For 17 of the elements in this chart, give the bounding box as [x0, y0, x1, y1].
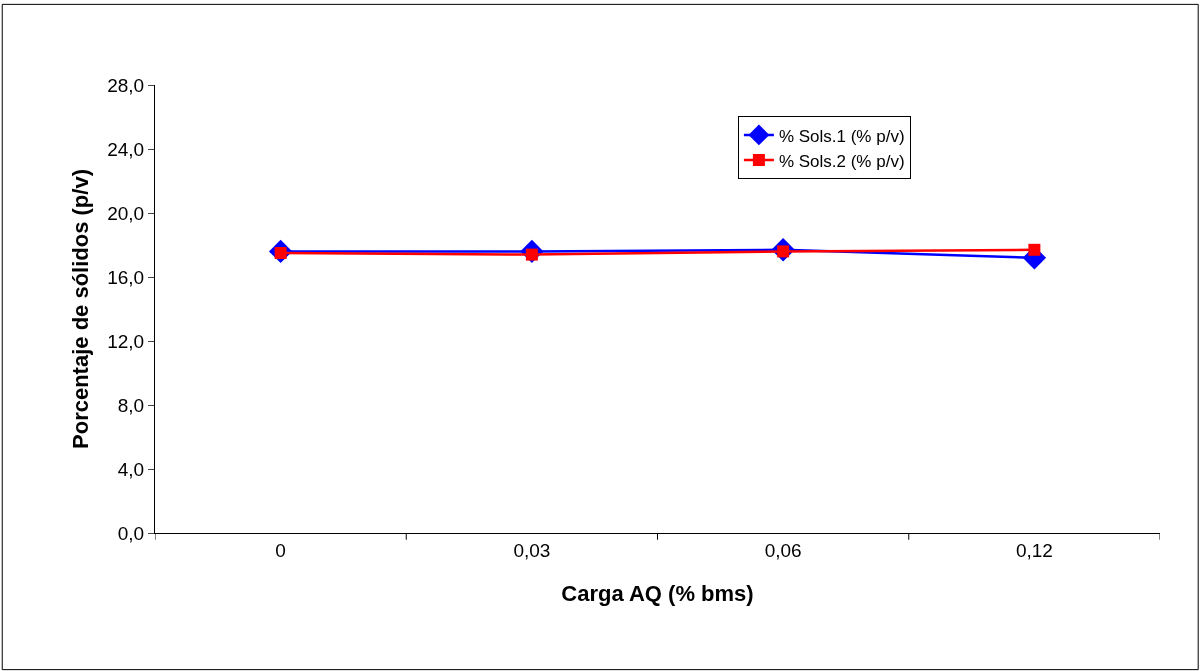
y-tick-label: 8,0	[117, 394, 145, 416]
y-tick-label: 12,0	[107, 330, 145, 352]
legend-label: % Sols.1 (% p/v)	[778, 126, 905, 146]
x-tick-label: 0,06	[764, 539, 802, 561]
y-tick-label: 0,0	[117, 522, 145, 544]
y-tick-label: 28,0	[107, 74, 145, 96]
y-tick-label: 4,0	[117, 458, 145, 480]
point	[1028, 243, 1041, 256]
x-tick-label: 0,12	[1015, 539, 1053, 561]
y-tick-label: 24,0	[107, 138, 145, 160]
x-axis-title: Carga AQ (% bms)	[561, 580, 754, 606]
y-axis-title: Porcentaje de sólidos (p/v)	[68, 169, 94, 449]
legend-label: % Sols.2 (% p/v)	[778, 151, 905, 171]
y-tick-label: 16,0	[107, 266, 145, 288]
x-tick-label: 0	[275, 539, 286, 561]
y-tick-label: 20,0	[107, 202, 145, 224]
x-tick-label: 0,03	[513, 539, 551, 561]
